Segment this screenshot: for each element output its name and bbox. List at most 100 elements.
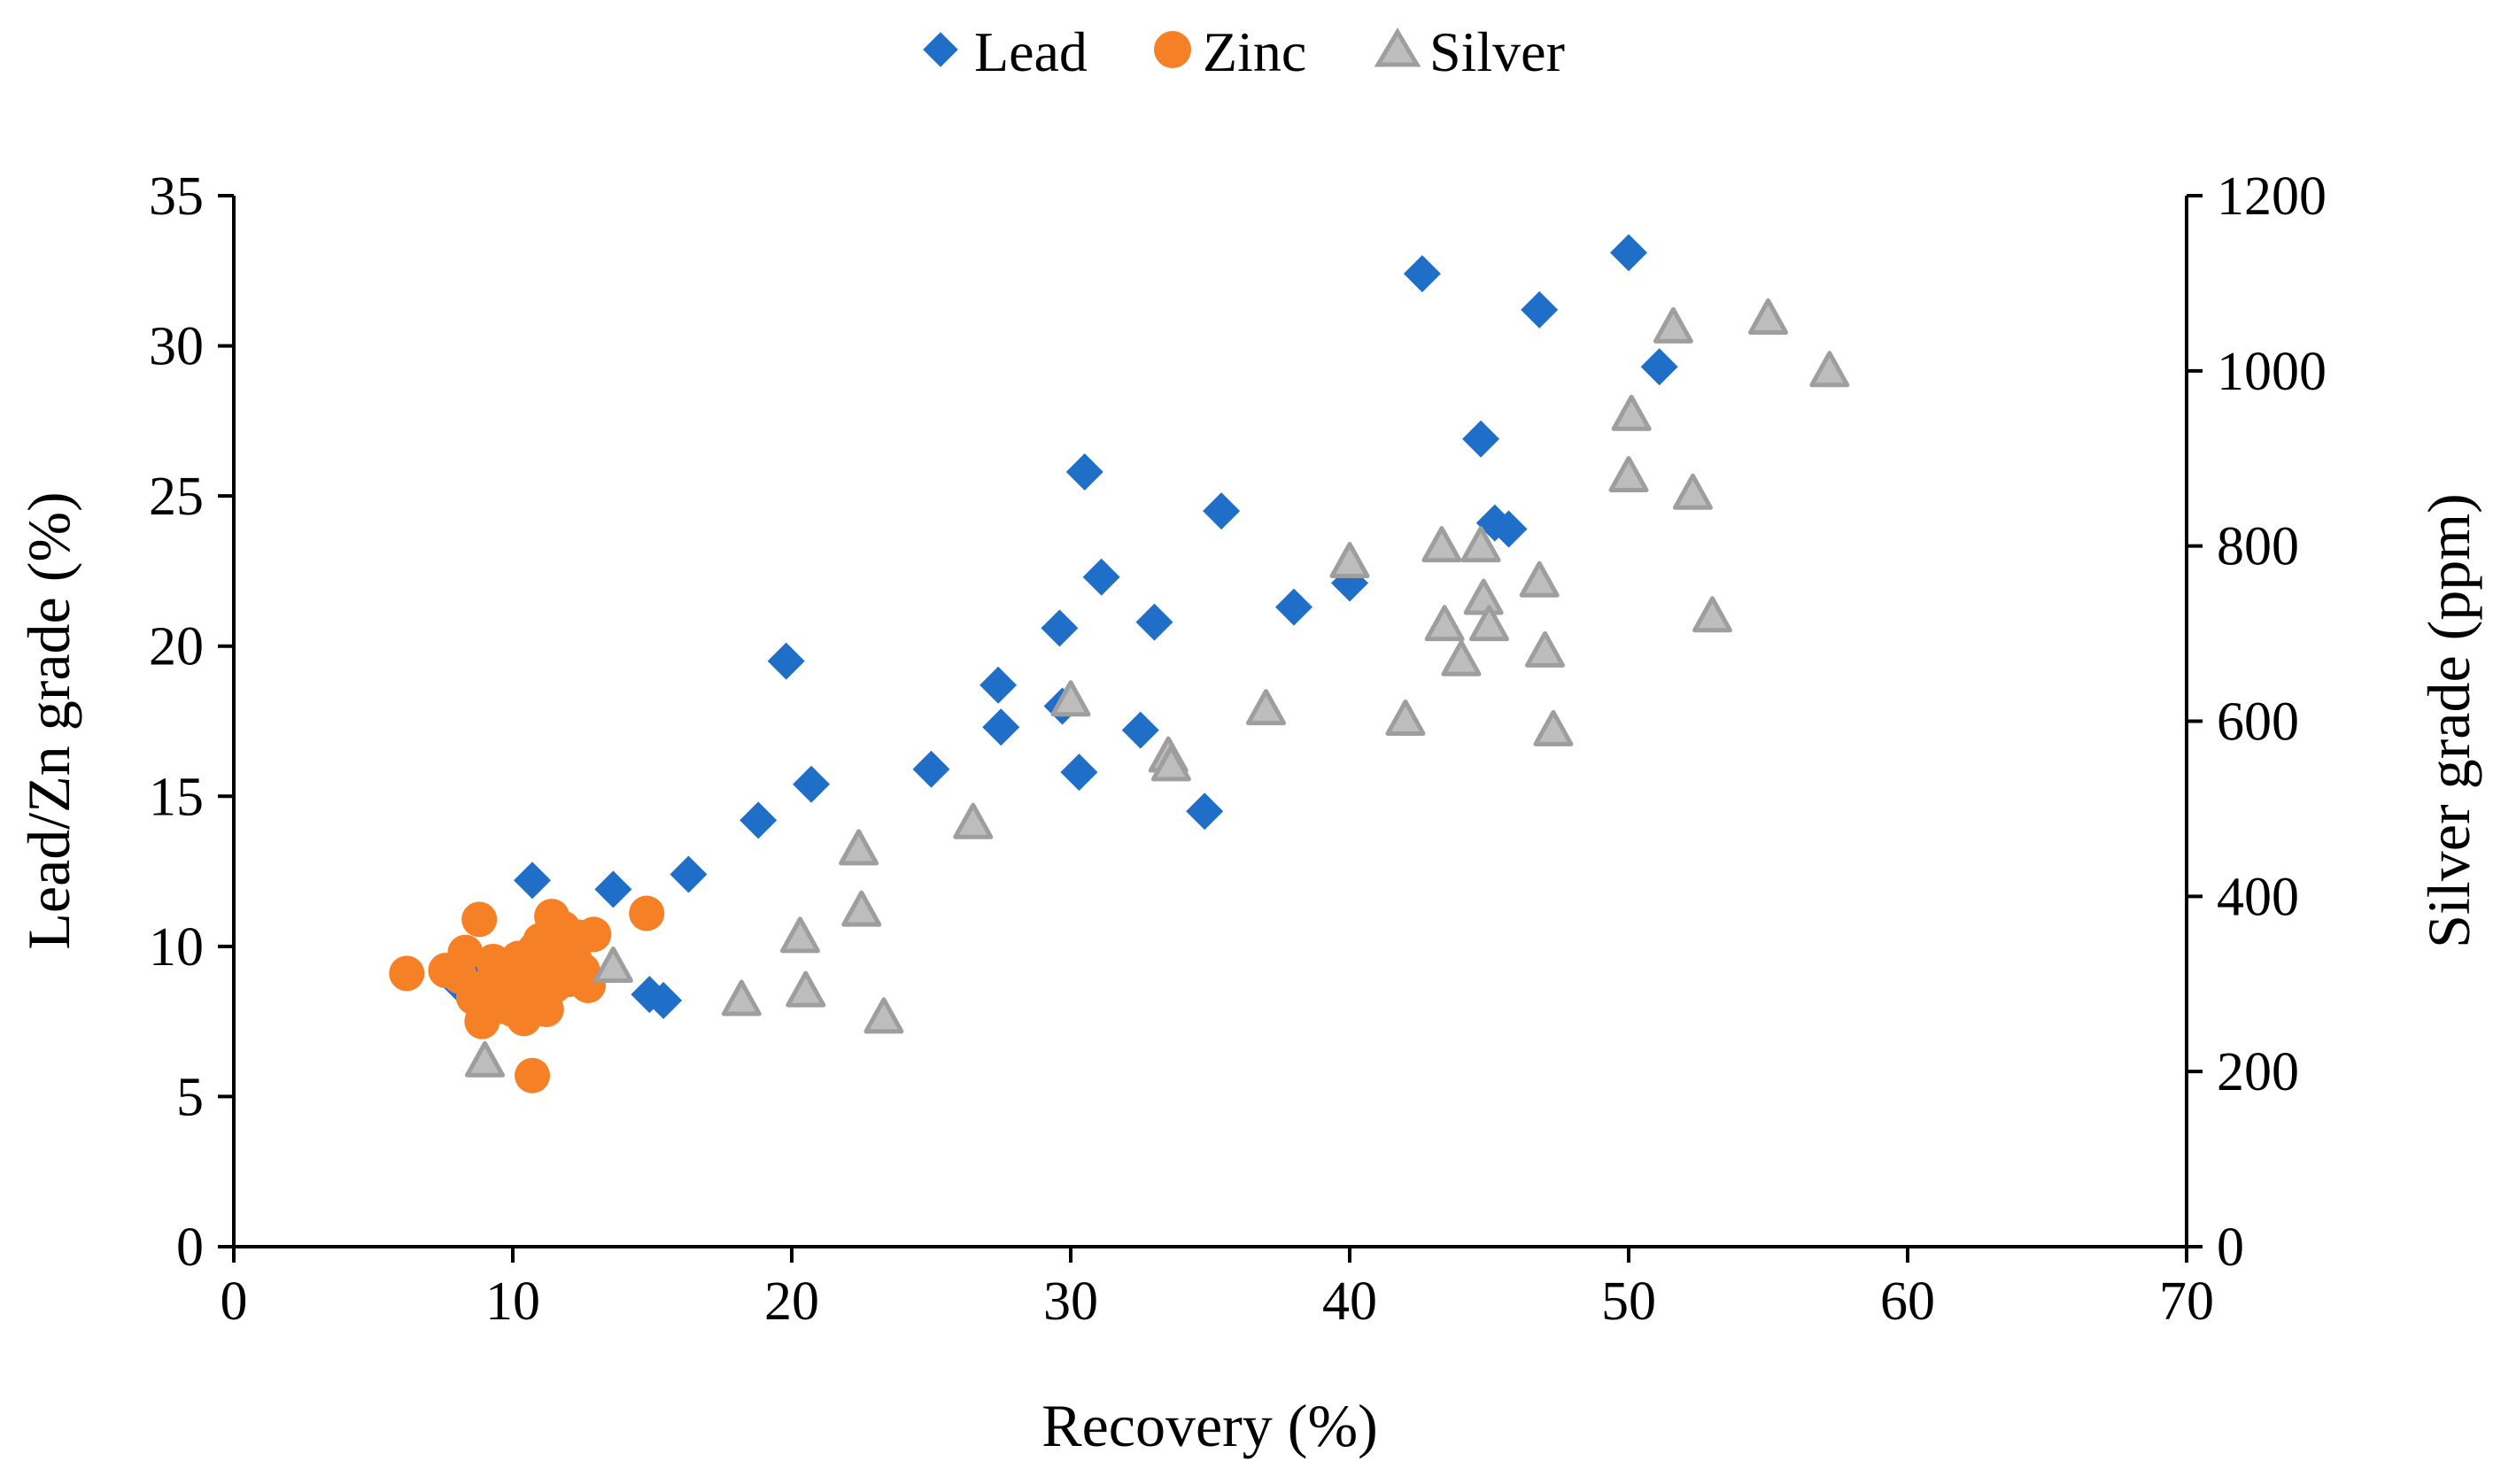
lead-point [670, 855, 708, 893]
y-tick-label: 5 [176, 1067, 204, 1127]
x-tick-label: 50 [1601, 1271, 1656, 1332]
silver-point [1441, 639, 1482, 676]
silver-point [1329, 541, 1370, 578]
lead-point [1121, 711, 1159, 749]
x-tick-label: 10 [485, 1271, 540, 1332]
y-tick-label: 10 [149, 917, 204, 978]
x-tick-label: 70 [2159, 1271, 2214, 1332]
legend-item-silver: Silver [1374, 20, 1565, 83]
lead-point [1490, 510, 1528, 548]
lead-point [982, 708, 1020, 746]
legend-item-zinc: Zinc [1154, 20, 1306, 83]
lead-point [1640, 348, 1678, 386]
x-tick-label: 30 [1043, 1271, 1098, 1332]
lead-point [1462, 420, 1500, 458]
lead-point [1135, 603, 1173, 641]
lead-point [514, 862, 552, 900]
y2-tick-label: 600 [2217, 692, 2299, 753]
x-tick-label: 20 [764, 1271, 819, 1332]
series-zinc [389, 895, 665, 1094]
silver-point [721, 979, 762, 1016]
legend-marker-silver [1374, 27, 1421, 67]
legend-marker-lead [923, 32, 958, 67]
zinc-point [461, 901, 498, 938]
silver-point [1519, 560, 1560, 598]
silver-point [1246, 689, 1286, 726]
x-ticks: 0 10 20 30 40 50 60 70 [221, 1247, 2214, 1332]
lead-point [1060, 754, 1098, 792]
y2-tick-label: 1000 [2217, 342, 2327, 402]
lead-point [1203, 492, 1241, 530]
y-tick-label: 15 [149, 767, 204, 827]
x-tick-label: 40 [1322, 1271, 1377, 1332]
lead-point [594, 870, 632, 908]
silver-point [1150, 745, 1191, 782]
silver-point [779, 916, 820, 954]
silver-point [1533, 709, 1574, 746]
zinc-point [515, 1057, 551, 1094]
silver-point [953, 802, 994, 839]
legend-label-lead: Lead [974, 20, 1088, 83]
y2-tick-label: 800 [2217, 517, 2299, 577]
silver-point [1525, 630, 1565, 668]
lead-point [1065, 453, 1103, 491]
silver-point [1424, 605, 1465, 642]
silver-point [1611, 394, 1652, 431]
silver-point [786, 970, 826, 1008]
y-tick-label: 20 [149, 617, 204, 677]
silver-point [1672, 473, 1713, 510]
y2-tick-label: 200 [2217, 1042, 2299, 1102]
x-tick-label: 60 [1880, 1271, 1935, 1332]
lead-point [739, 801, 778, 839]
lead-point [645, 981, 683, 1019]
legend-label-silver: Silver [1429, 20, 1565, 83]
legend-label-zinc: Zinc [1203, 20, 1306, 83]
lead-point [1403, 255, 1441, 293]
silver-point [1463, 578, 1504, 615]
y-tick-label: 25 [149, 467, 204, 527]
legend: Lead Zinc Silver [923, 20, 1565, 83]
zinc-point [389, 955, 425, 992]
x-axis-title: Recovery (%) [1041, 1392, 1377, 1459]
y-axis-title: Lead/Zn grade (%) [15, 491, 82, 949]
silver-point [1748, 298, 1788, 335]
silver-point [1421, 526, 1462, 563]
lead-point [793, 765, 831, 803]
y-tick-label: 0 [176, 1217, 204, 1278]
y-tick-label: 35 [149, 166, 204, 227]
silver-point [1385, 699, 1426, 736]
y-tick-label: 30 [149, 317, 204, 377]
silver-point [839, 829, 879, 866]
silver-point [1608, 456, 1649, 493]
silver-point [863, 997, 904, 1034]
silver-point [1653, 306, 1693, 344]
y2-axis-title: Silver grade (ppm) [2415, 493, 2482, 948]
y2-ticks: 0 200 400 600 800 1000 1200 [2187, 166, 2327, 1278]
y2-tick-label: 0 [2217, 1217, 2244, 1278]
legend-marker-zinc [1154, 31, 1191, 68]
silver-point [1050, 680, 1091, 717]
y-ticks: 0 5 10 15 20 25 30 35 [149, 166, 234, 1278]
legend-item-lead: Lead [923, 20, 1088, 83]
silver-point [841, 890, 882, 927]
series-silver [465, 298, 1850, 1078]
silver-point [465, 1040, 505, 1078]
zinc-point [576, 916, 612, 953]
silver-point [1469, 605, 1509, 642]
y2-tick-label: 1200 [2217, 166, 2327, 227]
lead-point [1041, 609, 1079, 647]
lead-point [1082, 558, 1120, 596]
lead-point [979, 666, 1018, 704]
y2-tick-label: 400 [2217, 867, 2299, 927]
lead-point [1521, 290, 1559, 328]
zinc-point [447, 934, 484, 970]
silver-point [1809, 351, 1850, 388]
lead-point [767, 642, 805, 680]
lead-point [912, 750, 950, 788]
lead-point [1610, 234, 1647, 272]
x-tick-label: 0 [221, 1271, 248, 1332]
silver-point [592, 946, 633, 983]
silver-point [1692, 596, 1732, 633]
lead-point [1186, 792, 1224, 831]
